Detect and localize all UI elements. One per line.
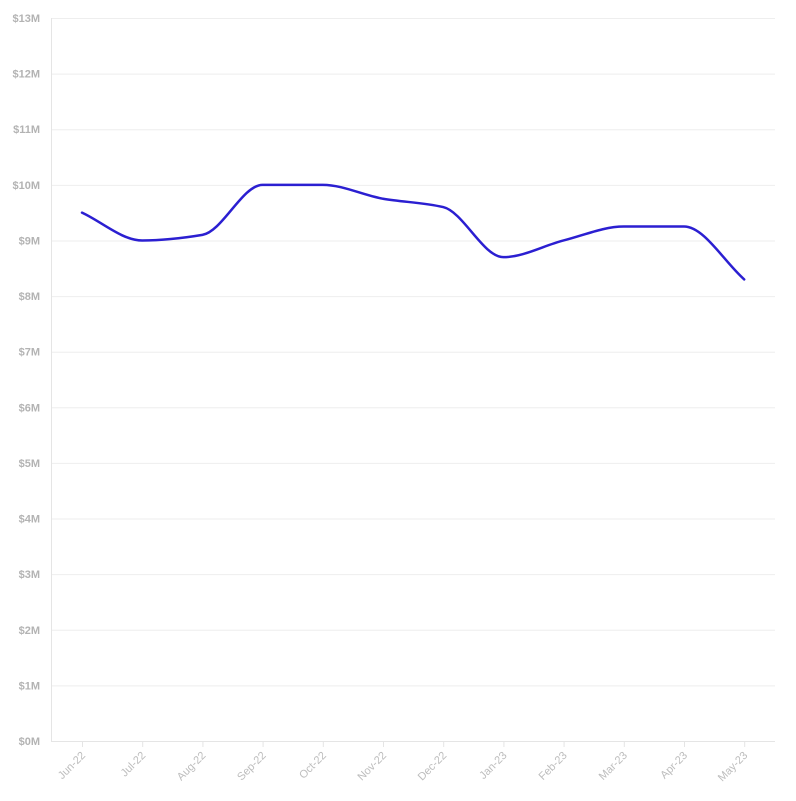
x-tick-label: Aug-22 [175,750,209,784]
x-tick-label: Feb-23 [537,750,570,783]
y-tick-label: $8M [19,291,40,303]
y-tick-label: $10M [12,180,40,192]
data-point [621,224,627,230]
x-tick-label: Jul-22 [119,750,149,780]
data-point [260,182,266,188]
y-tick-label: $9M [19,235,40,247]
x-tick-label: Apr-23 [658,750,690,782]
x-tick-label: May-23 [716,750,750,784]
y-tick-label: $1M [19,680,40,692]
data-point [440,204,446,210]
data-point [681,224,687,230]
gridlines [51,18,775,687]
y-tick-label: $12M [12,69,40,81]
data-point [741,276,747,282]
data-point [79,210,85,216]
x-tick-label: Sep-22 [235,750,269,784]
y-tick-label: $3M [19,569,40,581]
series-line-0 [80,183,746,281]
y-tick-label: $11M [13,124,40,136]
data-point [380,196,386,202]
axes [51,18,775,747]
y-tick-label: $5M [19,458,40,470]
data-point [199,232,205,238]
y-tick-label: $7M [19,347,40,359]
y-tick-label: $2M [19,625,40,637]
data-point [320,182,326,188]
data-point [139,237,145,243]
x-tick-label: Jan-23 [477,750,509,782]
x-tick-label: Oct-22 [297,750,329,782]
y-tick-label: $0M [19,736,40,748]
y-tick-label: $4M [19,514,40,526]
tick-labels: $0M $1M $2M $3M $4M $5M $6M $7M $8M $9M $10M $11M $1… [12,13,750,784]
y-tick-label: $6M [19,402,40,414]
data-point [561,237,567,243]
data-point [500,254,506,260]
x-tick-label: Jun-22 [56,750,88,782]
y-tick-label: $13M [12,13,40,25]
x-tick-label: Dec-22 [416,750,450,784]
series [79,182,747,282]
x-tick-label: Nov-22 [356,750,390,784]
x-tick-label: Mar-23 [597,750,630,783]
